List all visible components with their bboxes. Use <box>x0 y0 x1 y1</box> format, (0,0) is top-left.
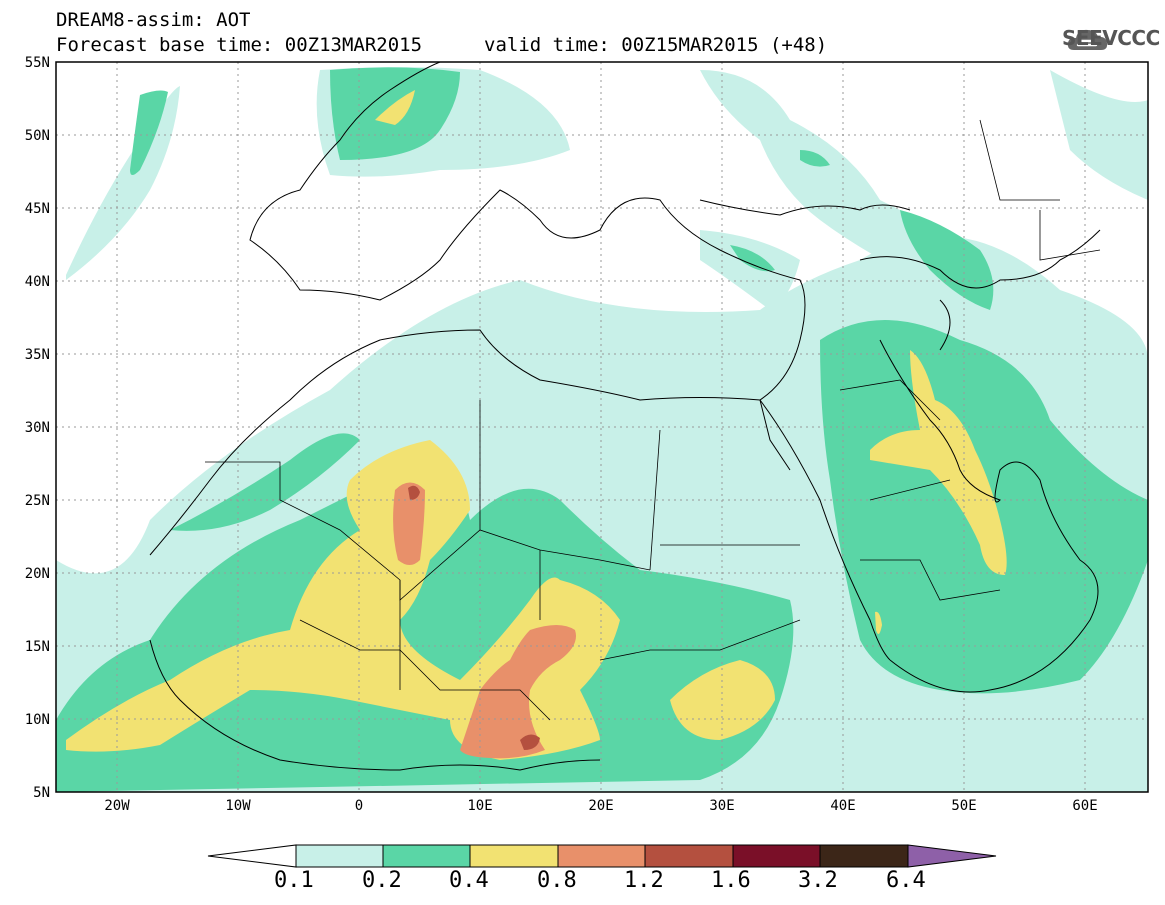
colorbar-label-1-6: 1.6 <box>711 868 751 893</box>
lon-labels: 20W 10W 0 10E 20E 30E 40E 50E 60E <box>104 798 1097 814</box>
aot-level-0-8 <box>393 482 576 759</box>
lat-label-35n: 35N <box>25 347 50 363</box>
colorbar <box>207 844 997 868</box>
lat-labels: 55N 50N 45N 40N 35N 30N 25N 20N 15N 10N … <box>25 55 50 801</box>
lon-label-60e: 60E <box>1072 798 1097 814</box>
lon-label-50e: 50E <box>951 798 976 814</box>
colorbar-low-arrow <box>207 844 297 868</box>
logo-text: SEEVCCC <box>1062 26 1160 50</box>
colorbar-label-6-4: 6.4 <box>886 868 926 893</box>
lon-label-10w: 10W <box>225 798 251 814</box>
forecast-base-time: Forecast base time: 00Z13MAR2015 <box>56 34 423 56</box>
lat-label-45n: 45N <box>25 201 50 217</box>
lat-label-10n: 10N <box>25 712 50 728</box>
lat-label-15n: 15N <box>25 639 50 655</box>
colorbar-label-1-2: 1.2 <box>624 868 664 893</box>
lat-label-20n: 20N <box>25 566 50 582</box>
colorbar-high-arrow <box>907 844 997 868</box>
colorbar-swatch-2 <box>382 844 471 868</box>
colorbar-swatch-7 <box>819 844 909 868</box>
valid-time: valid time: 00Z15MAR2015 (+48) <box>484 34 828 56</box>
borders <box>205 119 1101 721</box>
graticule <box>56 62 1148 792</box>
lat-label-5n: 5N <box>33 785 50 801</box>
aot-field <box>56 62 1148 792</box>
lon-label-20w: 20W <box>104 798 130 814</box>
colorbar-label-3-2: 3.2 <box>798 868 838 893</box>
colorbar-swatch-3 <box>469 844 559 868</box>
colorbar-label-0-2: 0.2 <box>362 868 402 893</box>
lon-label-30e: 30E <box>709 798 734 814</box>
cloud-icon <box>1067 29 1108 50</box>
aot-level-0-2 <box>56 67 1148 792</box>
colorbar-swatch-1 <box>295 844 384 868</box>
lon-label-0: 0 <box>355 798 363 814</box>
lat-label-30n: 30N <box>25 420 50 436</box>
colorbar-label-0-4: 0.4 <box>449 868 489 893</box>
lon-label-40e: 40E <box>830 798 855 814</box>
map-title: DREAM8-assim: AOT <box>56 9 251 31</box>
lat-label-50n: 50N <box>25 128 50 144</box>
lon-label-10e: 10E <box>467 798 492 814</box>
lat-label-40n: 40N <box>25 274 50 290</box>
coastlines <box>149 62 1101 771</box>
colorbar-swatch-6 <box>732 844 821 868</box>
map-frame <box>55 61 1149 793</box>
colorbar-swatch-4 <box>557 844 646 868</box>
colorbar-label-0-8: 0.8 <box>537 868 577 893</box>
lat-label-25n: 25N <box>25 493 50 509</box>
colorbar-swatch-5 <box>644 844 734 868</box>
lon-label-20e: 20E <box>588 798 613 814</box>
aot-level-1-2 <box>408 485 540 750</box>
lat-label-55n: 55N <box>25 55 50 71</box>
colorbar-label-0-1: 0.1 <box>274 868 314 893</box>
